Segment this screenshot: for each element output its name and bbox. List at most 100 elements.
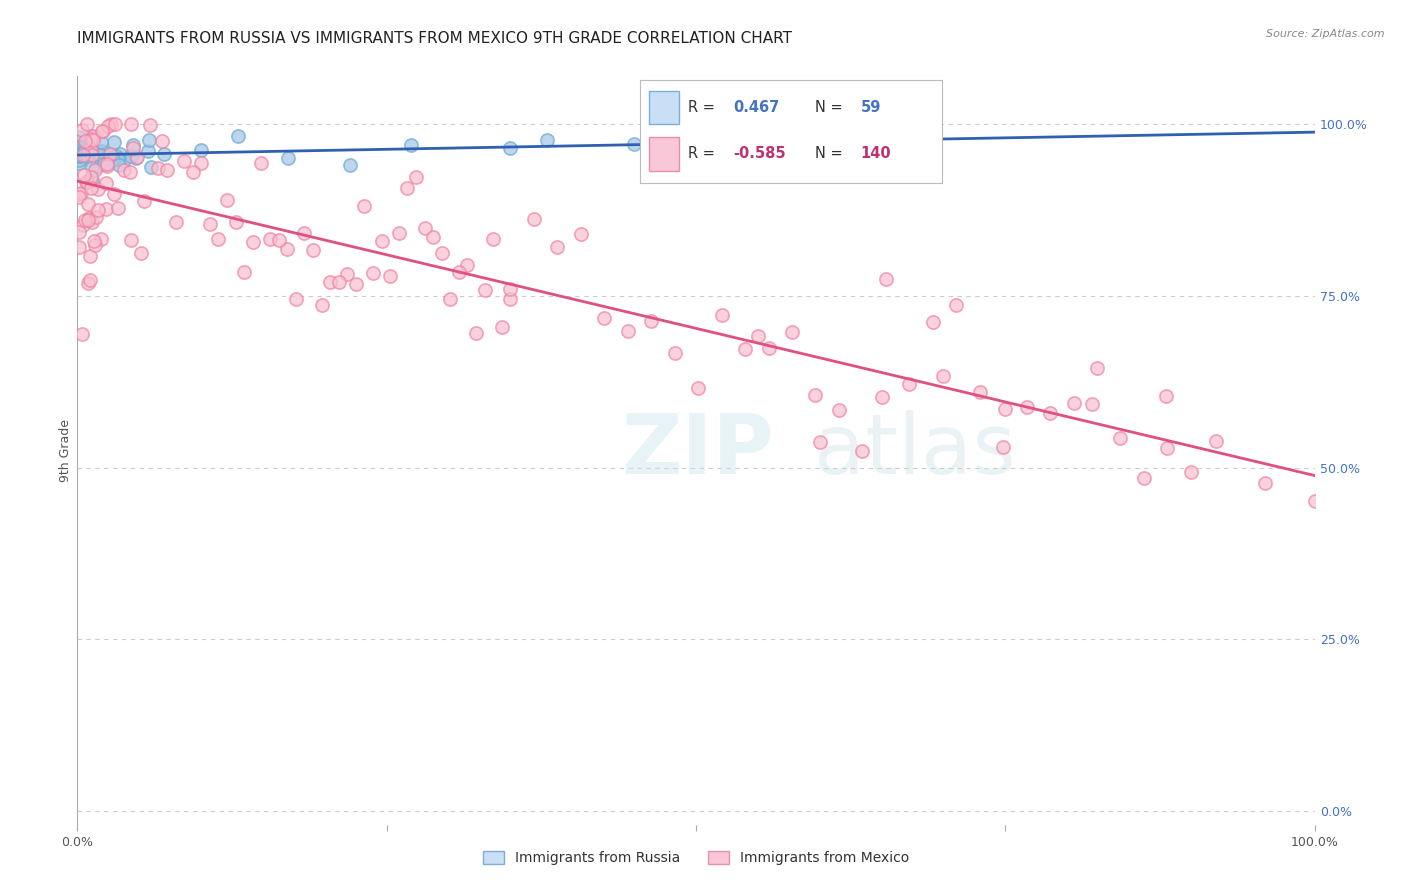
Point [80, 142, 103, 156]
Point [136, 145, 159, 159]
Point [83, 163, 105, 178]
Point [77, 144, 100, 158]
Point [67, 153, 90, 168]
Point [98, 146, 121, 161]
Point [93, 156, 115, 170]
Point [156, 162, 179, 177]
Text: 0.467: 0.467 [734, 100, 780, 115]
Point [207, 232, 229, 246]
Point [75, 175, 97, 189]
Point [828, 403, 851, 417]
Point [226, 128, 249, 143]
Point [233, 265, 256, 279]
Point [107, 152, 129, 166]
Point [80, 181, 103, 195]
Point [90, 135, 112, 149]
Point [141, 160, 163, 174]
Point [153, 147, 176, 161]
Point [277, 151, 299, 165]
Point [69, 141, 91, 155]
Point [165, 215, 187, 229]
Point [84, 238, 107, 252]
Point [67, 186, 90, 201]
Point [523, 212, 546, 227]
Text: R =: R = [688, 146, 716, 161]
Text: IMMIGRANTS FROM RUSSIA VS IMMIGRANTS FROM MEXICO 9TH GRADE CORRELATION CHART: IMMIGRANTS FROM RUSSIA VS IMMIGRANTS FRO… [77, 31, 793, 46]
Point [69, 146, 91, 161]
Point [569, 227, 592, 241]
Point [90, 232, 112, 246]
Point [396, 180, 419, 194]
Point [1180, 465, 1202, 479]
Point [215, 194, 238, 208]
Point [87, 182, 110, 196]
Point [225, 215, 247, 229]
Point [1063, 396, 1085, 410]
Point [82, 133, 104, 147]
Text: ZIP: ZIP [621, 410, 775, 491]
Point [344, 277, 367, 291]
Point [640, 314, 662, 328]
Point [84, 160, 107, 174]
Point [991, 440, 1014, 454]
Point [447, 265, 470, 279]
Point [67, 240, 90, 254]
Point [482, 232, 505, 246]
Point [413, 220, 436, 235]
Point [664, 346, 686, 360]
Point [138, 132, 160, 146]
Point [1039, 406, 1062, 420]
Point [336, 268, 359, 282]
Point [198, 217, 221, 231]
Point [370, 234, 392, 248]
Point [72, 150, 94, 164]
Point [91, 124, 114, 138]
Point [1015, 400, 1038, 414]
Point [120, 164, 142, 178]
Point [242, 235, 264, 250]
Point [898, 377, 921, 392]
Point [1081, 397, 1104, 411]
Point [83, 234, 105, 248]
Point [94, 177, 117, 191]
Point [148, 161, 170, 175]
Point [491, 319, 513, 334]
Point [101, 152, 124, 166]
Point [1085, 360, 1108, 375]
Text: 140: 140 [860, 146, 891, 161]
Point [96, 157, 118, 171]
Point [422, 229, 444, 244]
Point [93, 145, 115, 160]
Point [80, 170, 103, 185]
Point [104, 151, 127, 165]
Point [439, 292, 461, 306]
Point [73, 142, 96, 156]
Point [69, 186, 91, 201]
Point [67, 149, 90, 163]
Point [190, 156, 212, 170]
Point [921, 315, 943, 329]
Bar [648, 136, 679, 170]
Point [284, 292, 307, 306]
Point [593, 311, 616, 326]
Point [1254, 476, 1277, 491]
Point [76, 175, 98, 189]
Point [67, 156, 90, 170]
Point [72, 218, 94, 232]
Point [969, 385, 991, 400]
Point [173, 154, 195, 169]
Point [76, 197, 98, 211]
Point [150, 134, 173, 148]
Point [120, 233, 142, 247]
Point [72, 148, 94, 162]
Point [80, 161, 103, 176]
Point [292, 227, 315, 241]
Point [73, 213, 96, 227]
Point [932, 369, 955, 384]
Point [499, 282, 522, 296]
Point [73, 135, 96, 149]
Point [73, 146, 96, 161]
Point [328, 276, 350, 290]
Point [875, 272, 897, 286]
Point [70, 327, 93, 342]
